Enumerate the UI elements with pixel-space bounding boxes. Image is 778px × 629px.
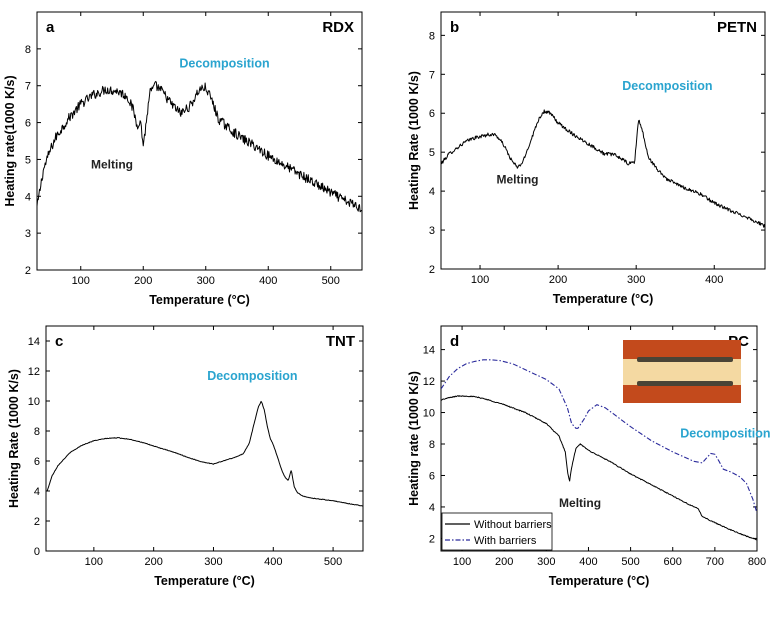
x-tick-label: 800 — [748, 556, 766, 568]
x-tick-label: 400 — [705, 274, 723, 286]
y-tick-label: 12 — [423, 376, 435, 388]
y-tick-label: 8 — [429, 30, 435, 42]
y-tick-label: 12 — [28, 366, 40, 378]
y-tick-label: 4 — [34, 486, 40, 498]
legend: Without barriers With barriers — [441, 512, 553, 551]
annotation-decomposition: Decomposition — [207, 369, 297, 383]
y-tick-label: 6 — [429, 470, 435, 482]
y-tick-label: 4 — [429, 502, 435, 514]
y-tick-label: 6 — [34, 456, 40, 468]
x-tick-label: 500 — [621, 556, 639, 568]
annotation-melting: Melting — [559, 496, 601, 510]
series-line-without-barriers — [441, 395, 757, 541]
y-tick-label: 3 — [429, 225, 435, 237]
y-axis-label: Heating rate (1000 K/s) — [407, 371, 421, 506]
x-tick-label: 500 — [322, 275, 340, 287]
x-axis-label: Temperature (°C) — [549, 574, 650, 588]
panel-letter: c — [55, 333, 63, 350]
x-axis-label: Temperature (°C) — [553, 292, 654, 306]
x-tick-label: 300 — [204, 556, 222, 568]
y-tick-label: 3 — [25, 228, 31, 240]
x-tick-label: 300 — [197, 275, 215, 287]
y-axis-label: Heating Rate (1000 K/s) — [7, 369, 21, 508]
y-axis-label: Heating Rate (1000 K/s) — [407, 71, 421, 210]
annotation-decomposition: Decomposition — [622, 79, 712, 93]
x-tick-label: 200 — [144, 556, 162, 568]
panel-title: TNT — [326, 333, 355, 350]
x-tick-label: 200 — [134, 275, 152, 287]
y-tick-label: 5 — [429, 147, 435, 159]
y-tick-label: 2 — [34, 516, 40, 528]
annotation-melting: Melting — [91, 158, 133, 172]
sample-photo-inset — [623, 340, 741, 403]
series-line-rdx — [37, 80, 362, 213]
x-axis-label: Temperature (°C) — [149, 293, 250, 307]
x-tick-label: 100 — [72, 275, 90, 287]
x-tick-label: 700 — [706, 556, 724, 568]
x-tick-label: 400 — [264, 556, 282, 568]
panel-letter: d — [450, 333, 459, 350]
y-tick-label: 2 — [25, 265, 31, 277]
x-tick-label: 200 — [549, 274, 567, 286]
y-tick-label: 2 — [429, 533, 435, 545]
y-tick-label: 8 — [34, 426, 40, 438]
plot-frame — [45, 325, 364, 552]
y-tick-label: 2 — [429, 264, 435, 276]
chart-panel-a: 100 200 300 400 500 2 3 4 5 6 7 8 Temperature (°C) He… — [3, 11, 363, 307]
panel-title: RDX — [322, 19, 354, 36]
x-tick-label: 400 — [259, 275, 277, 287]
annotation-decomposition: Decomposition — [179, 56, 269, 70]
y-tick-label: 10 — [28, 396, 40, 408]
y-tick-label: 7 — [429, 69, 435, 81]
y-tick-label: 7 — [25, 81, 31, 93]
x-tick-label: 300 — [537, 556, 555, 568]
series-line-tnt — [46, 400, 363, 507]
x-tick-label: 200 — [495, 556, 513, 568]
panel-title: PETN — [717, 19, 757, 36]
x-tick-label: 600 — [664, 556, 682, 568]
annotation-melting: Melting — [497, 172, 539, 186]
y-tick-label: 8 — [429, 439, 435, 451]
y-tick-label: 4 — [429, 186, 435, 198]
panel-letter: b — [450, 19, 459, 36]
legend-label: With barriers — [474, 535, 537, 547]
y-tick-label: 6 — [25, 118, 31, 130]
y-tick-label: 5 — [25, 154, 31, 166]
chart-panel-b: 100 200 300 400 2 3 4 5 6 7 8 Temperature (°C) Heati… — [407, 11, 766, 306]
series-line-with-barriers — [441, 359, 757, 514]
y-tick-label: 0 — [34, 546, 40, 558]
plot-frame — [440, 325, 758, 552]
y-tick-label: 10 — [423, 408, 435, 420]
annotation-decomposition: Decomposition — [680, 427, 770, 441]
x-tick-label: 500 — [324, 556, 342, 568]
x-axis-label: Temperature (°C) — [154, 574, 255, 588]
y-tick-label: 14 — [423, 345, 435, 357]
y-tick-label: 4 — [25, 191, 31, 203]
x-tick-label: 100 — [471, 274, 489, 286]
y-axis-label: Heating rate(1000 K/s) — [3, 75, 17, 206]
chart-panel-d: 100 200 300 400 500 600 700 800 2 4 6 8 10 12 14 Temper… — [407, 325, 771, 588]
x-tick-label: 100 — [85, 556, 103, 568]
series-line-petn — [441, 109, 765, 228]
y-tick-label: 8 — [25, 44, 31, 56]
panel-letter: a — [46, 19, 55, 36]
plot-frame — [440, 11, 766, 270]
legend-label: Without barriers — [474, 519, 552, 531]
x-tick-label: 300 — [627, 274, 645, 286]
chart-panel-c: 100 200 300 400 500 0 2 4 6 8 10 12 14 Temperature (°… — [7, 325, 364, 588]
x-tick-label: 400 — [579, 556, 597, 568]
y-tick-label: 14 — [28, 336, 40, 348]
x-tick-label: 100 — [453, 556, 471, 568]
plot-frame — [36, 11, 363, 271]
y-tick-label: 6 — [429, 108, 435, 120]
